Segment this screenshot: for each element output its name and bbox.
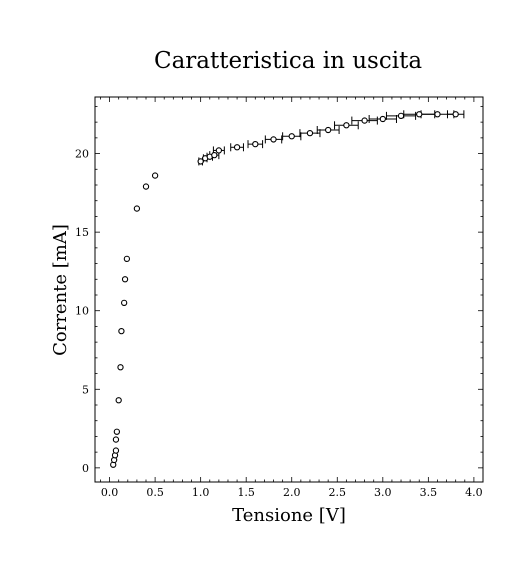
data-point [113, 428, 121, 435]
x-tick-label: 3.5 [420, 486, 438, 499]
data-point [118, 327, 125, 335]
plot-area-frame [94, 96, 484, 483]
x-tick-label: 2.0 [283, 486, 301, 499]
data-point [343, 122, 350, 129]
data-point [379, 115, 386, 123]
chart-title: Caratteristica in uscita [154, 48, 422, 74]
data-point [434, 111, 441, 118]
x-tick-label: 0.0 [101, 486, 119, 499]
points-layer [110, 111, 459, 468]
data-point [121, 276, 129, 283]
data-point [252, 140, 259, 148]
x-tick-label: 3.0 [374, 486, 392, 499]
x-tick-label: 1.5 [237, 486, 255, 499]
data-point [120, 299, 128, 307]
x-tick-label: 4.0 [465, 486, 483, 499]
y-tick-label: 0 [82, 462, 89, 475]
data-point [452, 111, 459, 118]
data-point [397, 112, 405, 120]
x-tick-label: 0.5 [146, 486, 164, 499]
data-point [270, 136, 277, 143]
data-point [117, 364, 124, 371]
y-tick-label: 5 [82, 383, 89, 396]
x-tick-label: 1.0 [192, 486, 210, 499]
y-tick-label: 10 [75, 305, 89, 318]
x-tick-label: 2.5 [329, 486, 347, 499]
data-point [112, 447, 120, 454]
data-point [215, 147, 223, 154]
y-axis-label: Corrente [mA] [50, 224, 71, 356]
data-point [416, 111, 423, 118]
data-point [211, 151, 218, 159]
data-point [112, 436, 120, 443]
data-point [361, 117, 368, 124]
data-point [197, 158, 204, 165]
data-point [133, 205, 141, 212]
y-tick-label: 20 [75, 148, 89, 161]
data-point [288, 133, 295, 140]
data-point [142, 183, 150, 190]
x-axis-label: Tensione [V] [232, 505, 346, 526]
data-point [151, 172, 159, 179]
errorbar-layer [198, 110, 465, 166]
data-point [306, 129, 314, 137]
y-tick-label: 15 [75, 226, 89, 239]
data-point [115, 397, 122, 404]
data-point [233, 144, 241, 151]
data-point [123, 255, 131, 263]
data-point [325, 126, 332, 134]
